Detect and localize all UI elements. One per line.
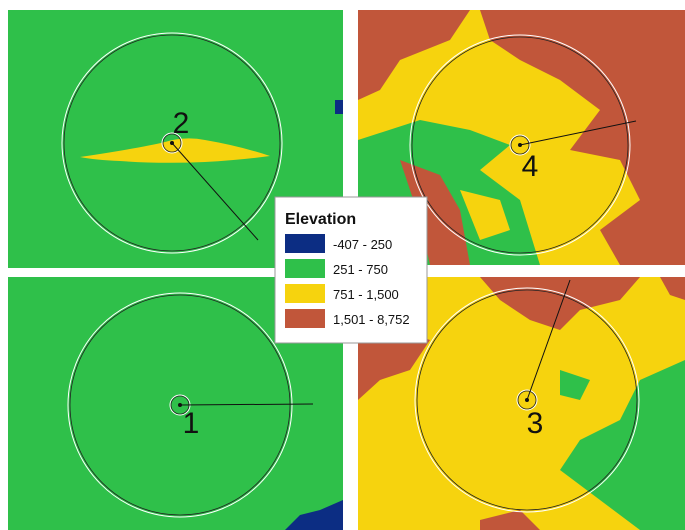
legend-swatch <box>285 259 325 278</box>
legend: Elevation -407 - 250 251 - 750 751 - 1,500… <box>274 196 428 344</box>
site-label: 1 <box>183 407 200 440</box>
panel-2: 2 <box>8 10 343 268</box>
site-label: 2 <box>173 107 190 140</box>
legend-swatch <box>285 234 325 253</box>
site-label: 4 <box>522 150 539 183</box>
legend-label: -407 - 250 <box>333 237 392 252</box>
site-label: 3 <box>527 407 544 440</box>
legend-swatch <box>285 309 325 328</box>
legend-title: Elevation <box>285 211 356 228</box>
legend-label: 1,501 - 8,752 <box>333 312 410 327</box>
legend-label: 751 - 1,500 <box>333 287 399 302</box>
legend-swatch <box>285 284 325 303</box>
legend-label: 251 - 750 <box>333 262 388 277</box>
